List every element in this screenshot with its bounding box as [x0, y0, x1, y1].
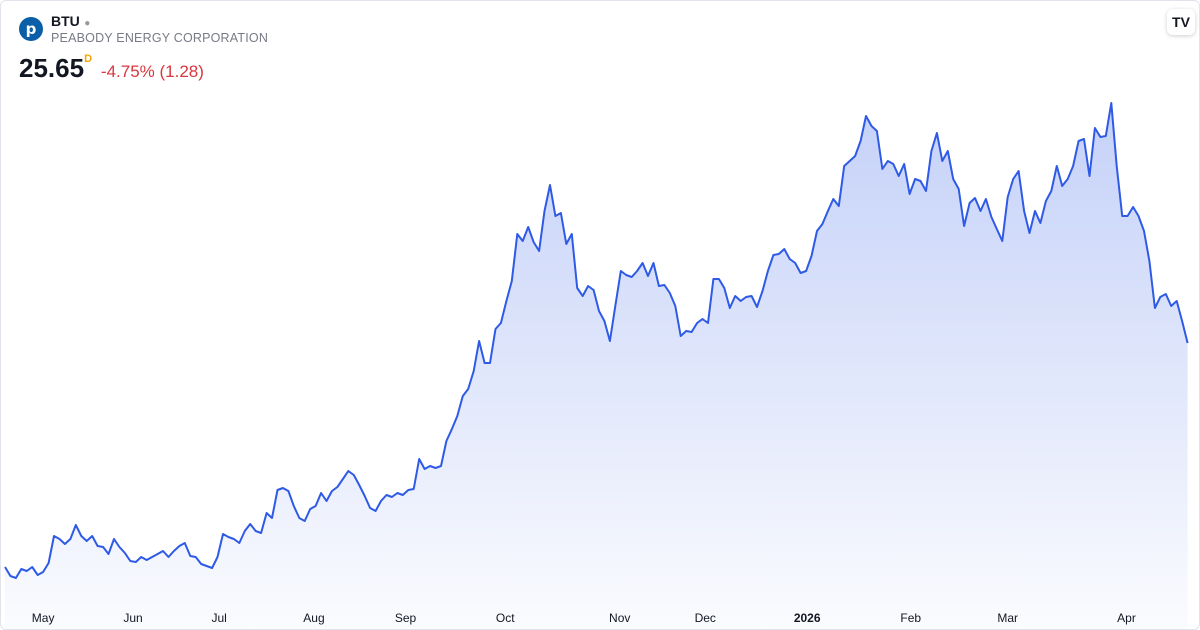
interval: D [84, 53, 93, 65]
x-tick-label: Feb [900, 611, 921, 625]
tv-logo[interactable]: TV [1167, 9, 1195, 35]
change: -4.75% (1.28) [100, 62, 204, 81]
x-tick-label: 2026 [794, 611, 821, 625]
x-tick-label: May [32, 611, 55, 625]
x-tick-label: Mar [997, 611, 1018, 625]
x-tick-label: Apr [1117, 611, 1136, 625]
company: PEABODY ENERGY CORPORATION [51, 31, 269, 45]
line [4, 102, 1189, 579]
x-tick-label: Nov [609, 611, 630, 625]
symbol: BTU [51, 13, 80, 29]
x-tick-label: Aug [303, 611, 324, 625]
x-tick-label: Jun [123, 611, 142, 625]
logo: p [19, 17, 43, 41]
x-tick-label: Dec [695, 611, 716, 625]
area [5, 103, 1188, 629]
x-tick-label: Sep [395, 611, 417, 625]
x-tick-label: Jul [211, 611, 226, 625]
x-tick-label: Oct [496, 611, 515, 625]
price: 25.65 [19, 53, 85, 83]
header: p BTU ● PEABODY ENERGY CORPORATION 25.65… [19, 13, 269, 83]
svg-text:p: p [26, 20, 37, 38]
